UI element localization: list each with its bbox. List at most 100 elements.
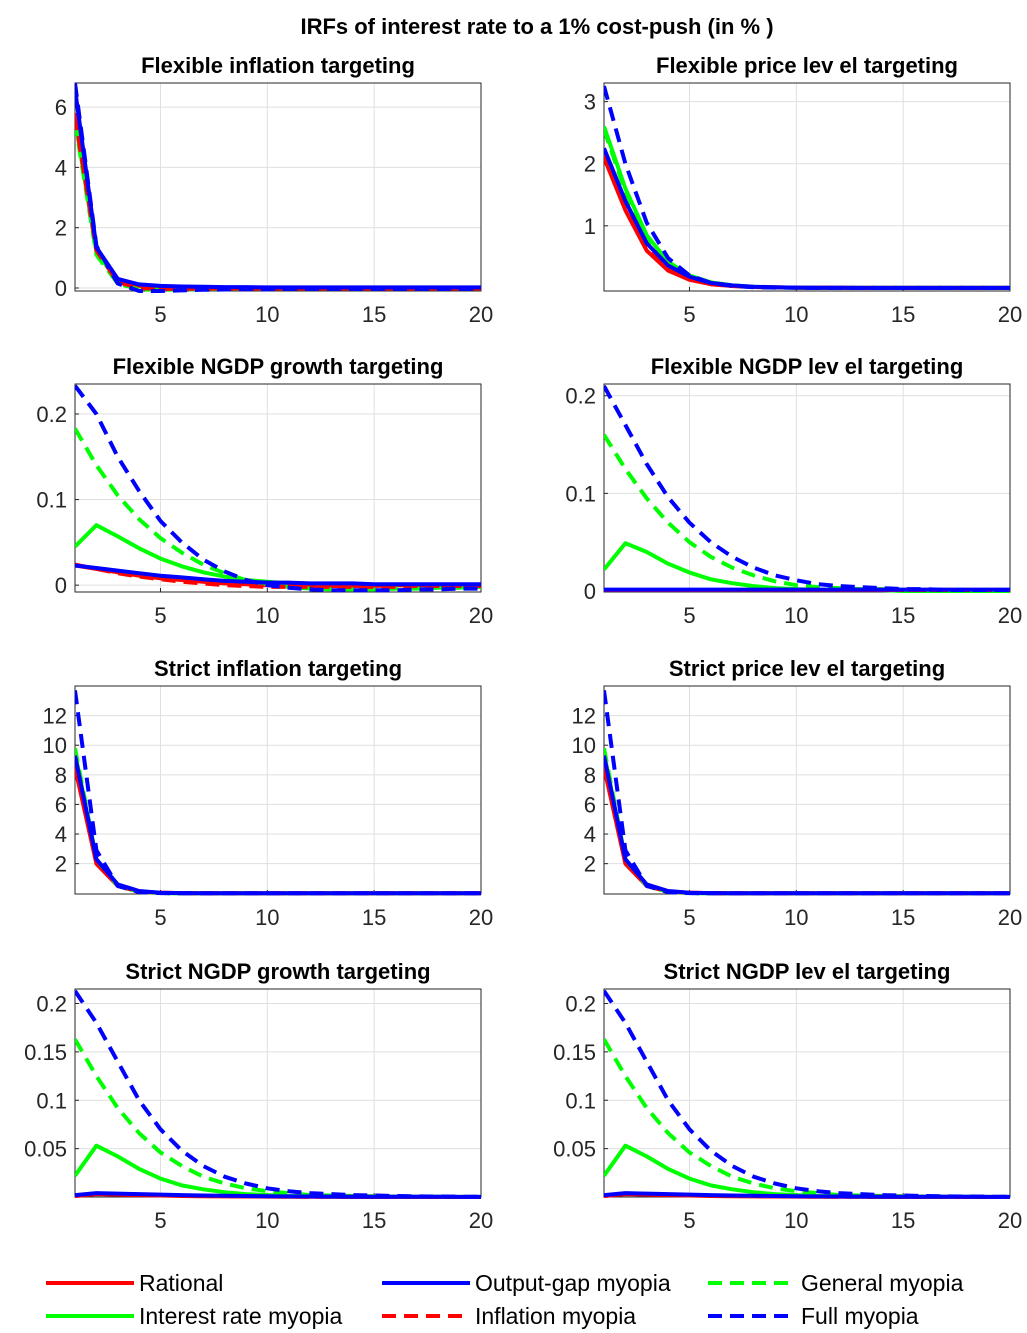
figure-title: IRFs of interest rate to a 1% cost-push … <box>300 14 773 39</box>
x-tick-label: 10 <box>784 905 808 930</box>
y-tick-label: 4 <box>55 155 67 180</box>
x-tick-label: 5 <box>683 905 695 930</box>
y-tick-label: 0.2 <box>565 384 596 409</box>
series-line-interest-rate-myopia <box>75 118 481 290</box>
y-tick-label: 0.2 <box>36 992 67 1017</box>
series-line-general-myopia <box>604 433 1010 592</box>
x-tick-label: 5 <box>154 302 166 327</box>
legend-item-interest-rate-myopia: Interest rate myopia <box>46 1303 342 1329</box>
panel-7: 5 10 15 20 0.05 0.1 0.15 0.2 Strict NGDP growth … <box>24 959 493 1233</box>
y-tick-label: 6 <box>584 792 596 817</box>
series-line-output-gap-myopia <box>604 1191 1010 1199</box>
series-line-general-myopia <box>604 747 1010 896</box>
x-tick-label: 10 <box>784 302 808 327</box>
series-line-full-myopia <box>604 85 1010 290</box>
legend-label: Rational <box>139 1270 223 1296</box>
series-line-full-myopia <box>75 82 481 293</box>
x-tick-label: 5 <box>154 905 166 930</box>
x-tick-label: 15 <box>362 905 386 930</box>
y-tick-label: 0.15 <box>553 1040 596 1065</box>
x-tick-label: 10 <box>255 603 279 628</box>
y-tick-label: 6 <box>55 95 67 120</box>
x-tick-label: 20 <box>469 1208 493 1233</box>
y-tick-label: 0.1 <box>565 1088 596 1113</box>
series-line-full-myopia <box>75 384 481 593</box>
series-line-output-gap-myopia <box>604 755 1010 896</box>
axes-box <box>74 685 482 895</box>
series-lines <box>75 384 482 593</box>
x-tick-label: 15 <box>891 905 915 930</box>
y-tick-label: 0.1 <box>36 488 67 513</box>
legend-item-general-myopia: General myopia <box>708 1270 964 1296</box>
y-tick-label: 4 <box>584 822 596 847</box>
panel-3: 5 10 15 20 0 0.1 0.2 Flexible NGDP growth targe… <box>36 354 493 628</box>
y-tick-label: 12 <box>572 704 596 729</box>
x-tick-label: 10 <box>784 1208 808 1233</box>
y-tick-label: 0.05 <box>24 1137 67 1162</box>
y-tick-label: 0 <box>55 573 67 598</box>
x-tick-label: 5 <box>683 1208 695 1233</box>
x-tick-label: 15 <box>362 302 386 327</box>
y-tick-label: 0.15 <box>24 1040 67 1065</box>
panel-2: 5 10 15 20 1 2 3 Flexible price lev el targetin… <box>584 53 1022 327</box>
x-tick-label: 5 <box>683 302 695 327</box>
y-tick-label: 8 <box>55 763 67 788</box>
panel-title: Flexible inflation targeting <box>141 53 415 78</box>
panel-1: 5 10 15 20 0 2 4 6 Flexible inflation targeting <box>55 53 493 327</box>
series-lines <box>604 385 1010 593</box>
series-line-inflation-myopia <box>75 115 481 291</box>
panel-6: 5 10 15 20 2 4 6 8 10 12 Strict price lev el targe… <box>572 656 1023 930</box>
panel-title: Strict NGDP growth targeting <box>125 959 430 984</box>
y-tick-label: 6 <box>55 792 67 817</box>
series-line-output-gap-myopia <box>75 88 481 290</box>
y-tick-label: 2 <box>584 852 596 877</box>
axes-box <box>74 82 482 292</box>
y-tick-label: 4 <box>55 822 67 847</box>
series-line-output-gap-myopia <box>75 1191 481 1199</box>
series-line-general-myopia <box>75 427 482 592</box>
x-tick-label: 20 <box>998 1208 1022 1233</box>
x-tick-label: 15 <box>362 1208 386 1233</box>
series-line-inflation-myopia <box>604 764 1010 896</box>
y-tick-label: 2 <box>55 852 67 877</box>
y-tick-label: 0 <box>55 276 67 301</box>
legend-item-rational: Rational <box>46 1270 223 1296</box>
panel-title: Strict NGDP lev el targeting <box>664 959 951 984</box>
series-line-rational <box>75 766 481 896</box>
panel-5: 5 10 15 20 2 4 6 8 10 12 Strict inflation targetin… <box>43 656 494 930</box>
legend: Rational Output-gap myopia General myopia I… <box>46 1270 964 1329</box>
x-tick-label: 20 <box>469 302 493 327</box>
series-line-rational <box>604 766 1010 896</box>
x-tick-label: 15 <box>362 603 386 628</box>
x-tick-label: 5 <box>683 603 695 628</box>
y-tick-label: 8 <box>584 763 596 788</box>
y-tick-label: 0 <box>584 579 596 604</box>
axes-box <box>603 685 1011 895</box>
panel-title: Flexible NGDP lev el targeting <box>651 354 964 379</box>
y-tick-label: 2 <box>584 152 596 177</box>
series-lines <box>604 85 1010 290</box>
legend-label: Interest rate myopia <box>139 1303 342 1329</box>
panel-8: 5 10 15 20 0.05 0.1 0.15 0.2 Strict NGDP lev el … <box>553 959 1022 1233</box>
y-tick-label: 0.05 <box>553 1137 596 1162</box>
x-tick-label: 20 <box>998 302 1022 327</box>
legend-label: Inflation myopia <box>475 1303 636 1329</box>
x-tick-label: 20 <box>998 603 1022 628</box>
series-lines <box>75 989 482 1199</box>
y-tick-label: 0.1 <box>565 481 596 506</box>
y-tick-label: 10 <box>43 733 67 758</box>
x-tick-label: 10 <box>255 302 279 327</box>
y-tick-label: 0.2 <box>36 402 67 427</box>
x-tick-label: 5 <box>154 1208 166 1233</box>
series-line-full-myopia <box>604 989 1011 1199</box>
series-line-interest-rate-myopia <box>75 752 481 896</box>
series-line-full-myopia <box>604 690 1010 896</box>
series-line-output-gap-myopia <box>75 755 481 896</box>
x-tick-label: 5 <box>154 603 166 628</box>
series-line-general-myopia <box>75 121 481 292</box>
x-tick-label: 10 <box>784 603 808 628</box>
axes-box <box>603 82 1011 292</box>
legend-item-inflation-myopia: Inflation myopia <box>382 1303 636 1329</box>
series-lines <box>604 989 1011 1199</box>
legend-label: Output-gap myopia <box>475 1270 671 1296</box>
